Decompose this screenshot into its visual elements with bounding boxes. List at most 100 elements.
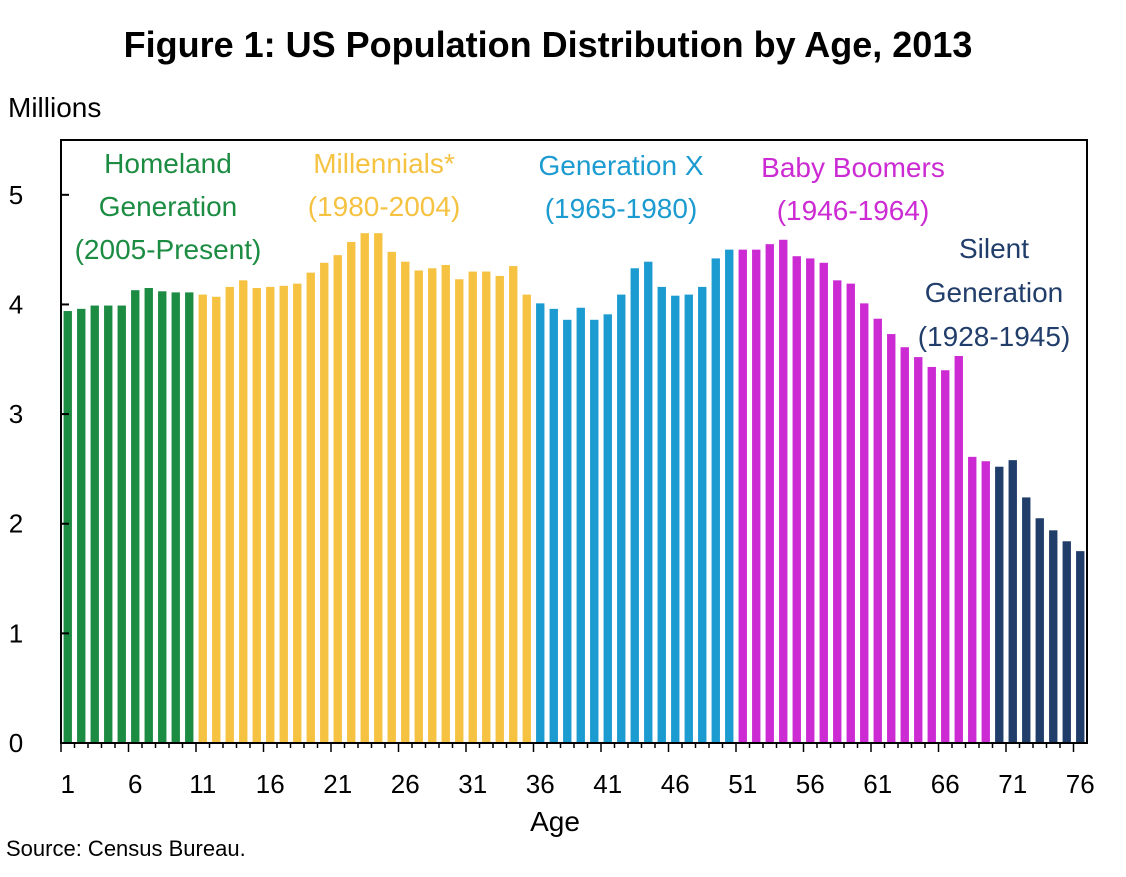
bar-age-61 — [873, 318, 882, 743]
bar-age-30 — [455, 279, 464, 743]
bar-age-37 — [549, 308, 558, 743]
x-tick-label-51: 51 — [728, 769, 757, 799]
x-tick-label-16: 16 — [256, 769, 285, 799]
bar-age-28 — [428, 268, 437, 743]
bar-age-51 — [738, 249, 747, 743]
generation-label-3-line-0: Baby Boomers — [761, 152, 945, 183]
bar-age-67 — [954, 355, 963, 743]
generation-label-0-line-2: (2005-Present) — [75, 234, 262, 265]
bar-age-10 — [185, 292, 194, 743]
bars-group — [63, 233, 1085, 743]
bar-age-58 — [833, 280, 842, 743]
bar-age-56 — [806, 258, 815, 743]
bar-age-42 — [617, 294, 626, 743]
bar-age-59 — [846, 283, 855, 743]
bar-age-66 — [941, 370, 950, 743]
bar-age-24 — [374, 233, 383, 743]
bar-age-31 — [468, 271, 477, 743]
bar-age-76 — [1076, 551, 1085, 743]
source-note: Source: Census Bureau. — [6, 836, 246, 861]
bar-age-21 — [333, 255, 342, 743]
x-tick-label-76: 76 — [1066, 769, 1095, 799]
bar-age-13 — [225, 286, 234, 743]
generation-label-4-line-1: Generation — [925, 277, 1064, 308]
bar-age-49 — [711, 258, 720, 743]
x-tick-label-56: 56 — [796, 769, 825, 799]
bar-age-6 — [131, 290, 140, 743]
bar-age-33 — [495, 275, 504, 743]
generation-label-2-line-0: Generation X — [539, 150, 704, 181]
bar-age-38 — [563, 319, 572, 743]
y-tick-label-5: 5 — [9, 180, 23, 210]
bar-age-53 — [765, 244, 774, 743]
x-tick-label-61: 61 — [863, 769, 892, 799]
bar-age-68 — [968, 456, 977, 743]
generation-label-3-line-1: (1946-1964) — [777, 195, 930, 226]
bar-age-62 — [887, 334, 896, 743]
bar-age-36 — [536, 303, 545, 743]
generation-label-4-line-2: (1928-1945) — [918, 321, 1071, 352]
bar-age-63 — [900, 347, 909, 743]
y-tick-label-2: 2 — [9, 509, 23, 539]
bar-age-44 — [644, 261, 653, 743]
bar-age-25 — [387, 251, 396, 743]
bar-age-70 — [995, 466, 1004, 743]
y-axis-unit-label: Millions — [8, 92, 102, 123]
bar-age-52 — [752, 249, 761, 743]
bar-age-3 — [90, 305, 99, 743]
bar-age-64 — [914, 357, 923, 743]
y-tick-label-4: 4 — [9, 289, 23, 319]
bar-age-9 — [171, 292, 180, 743]
bar-age-65 — [927, 366, 936, 743]
x-axis: 1 6 11 16 21 26 31 36 41 46 51 56 61 66 71 76 — [60, 743, 1095, 799]
x-tick-label-26: 26 — [391, 769, 420, 799]
bar-age-20 — [320, 262, 329, 743]
bar-age-75 — [1062, 541, 1071, 743]
x-tick-label-11: 11 — [189, 769, 216, 799]
bar-age-39 — [576, 307, 585, 743]
y-tick-label-3: 3 — [9, 399, 23, 429]
bar-age-43 — [630, 268, 639, 743]
x-tick-label-31: 31 — [458, 769, 487, 799]
x-tick-label-6: 6 — [128, 769, 142, 799]
x-tick-label-46: 46 — [661, 769, 690, 799]
bar-age-46 — [671, 295, 680, 743]
bar-age-34 — [509, 266, 518, 743]
bar-age-5 — [117, 305, 126, 743]
x-tick-label-71: 71 — [998, 769, 1027, 799]
bar-age-45 — [657, 286, 666, 743]
bar-age-23 — [360, 233, 369, 743]
bar-age-16 — [266, 286, 275, 743]
generation-label-4-line-0: Silent — [959, 233, 1029, 264]
bar-age-35 — [522, 294, 531, 743]
bar-age-57 — [819, 262, 828, 743]
x-axis-title: Age — [530, 806, 580, 837]
bar-age-12 — [212, 296, 221, 743]
x-tick-label-66: 66 — [931, 769, 960, 799]
x-tick-label-41: 41 — [593, 769, 622, 799]
bar-age-47 — [684, 294, 693, 743]
bar-age-4 — [104, 305, 113, 743]
x-tick-label-36: 36 — [526, 769, 555, 799]
generation-labels: Homeland Generation (2005-Present) Millenni… — [75, 148, 1071, 352]
y-tick-label-0: 0 — [9, 728, 23, 758]
bar-age-32 — [482, 271, 491, 743]
bar-age-2 — [77, 308, 86, 743]
bar-age-14 — [239, 280, 248, 743]
generation-label-1-line-1: (1980-2004) — [308, 191, 461, 222]
bar-age-19 — [306, 272, 315, 743]
bar-age-71 — [1008, 460, 1017, 743]
bar-age-8 — [158, 291, 167, 743]
bar-age-27 — [414, 270, 423, 743]
generation-label-0-line-0: Homeland — [104, 148, 232, 179]
bar-age-15 — [252, 288, 261, 743]
bar-age-22 — [347, 241, 356, 743]
bar-age-11 — [198, 294, 207, 743]
generation-label-2-line-1: (1965-1980) — [545, 193, 698, 224]
generation-label-0-line-1: Generation — [99, 191, 238, 222]
bar-age-40 — [590, 319, 599, 743]
y-tick-label-1: 1 — [9, 618, 23, 648]
bar-age-7 — [144, 288, 153, 743]
x-tick-label-21: 21 — [323, 769, 352, 799]
